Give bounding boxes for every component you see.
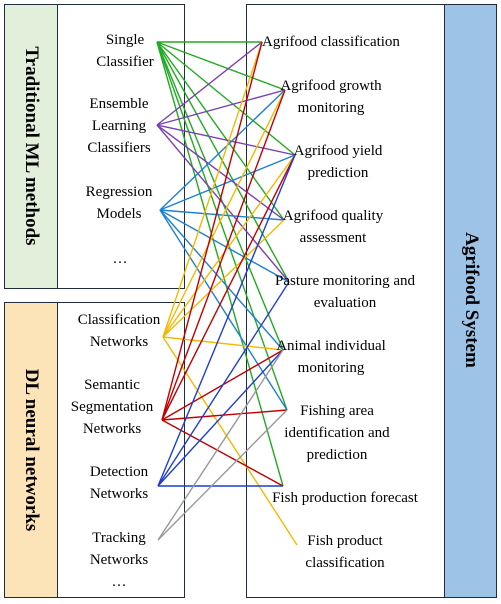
link-m5-a9 (162, 336, 298, 546)
application-a1: Agrifood classification (262, 31, 400, 53)
link-m6-a8 (161, 419, 284, 487)
application-a8: Fish production forecast (272, 487, 418, 509)
method-line: Classifiers (87, 140, 151, 156)
link-m8-a6 (157, 349, 284, 541)
link-m5-a1 (162, 41, 263, 338)
application-line: Agrifood classification (262, 34, 400, 50)
link-m6-a7 (161, 409, 288, 421)
application-a9: Fish product classification (305, 530, 384, 574)
application-line: prediction (306, 447, 368, 463)
method-line: … (111, 574, 127, 590)
link-m2-a2 (156, 89, 286, 126)
application-line: monitoring (297, 100, 365, 116)
link-m5-a2 (162, 89, 286, 338)
method-line: Tracking (92, 530, 146, 546)
method-m3: Regression Models (86, 181, 153, 225)
application-a4: Agrifood quality assessment (283, 205, 383, 249)
application-a7: Fishing area identification and prediction (284, 400, 389, 466)
link-m2-a3 (156, 124, 296, 156)
link-m5-a3 (162, 154, 296, 338)
link-m2-a1 (156, 41, 263, 126)
method-line: Detection (89, 464, 149, 480)
link-m3-a5 (159, 209, 290, 283)
method-m6: Semantic Segmentation Networks (71, 374, 154, 440)
link-m8-a7 (157, 409, 288, 541)
application-line: identification and (284, 425, 390, 441)
link-m1-a3 (156, 41, 296, 156)
method-line: Models (96, 206, 142, 222)
method-m1: Single Classifier (96, 29, 154, 73)
application-line: evaluation (313, 295, 377, 311)
link-m5-a4 (162, 219, 285, 338)
method-line: Networks (89, 334, 149, 350)
link-m3-a7 (159, 209, 288, 411)
method-line: Segmentation (70, 399, 154, 415)
application-line: monitoring (297, 360, 365, 376)
method-line: Single (105, 32, 145, 48)
method-line: … (112, 251, 128, 267)
method-line: Networks (89, 552, 149, 568)
link-m7-a5 (157, 281, 290, 487)
application-line: classification (305, 555, 385, 571)
link-m1-a5 (156, 41, 290, 283)
link-m3-a2 (159, 89, 286, 211)
link-m2-a4 (156, 124, 285, 221)
application-line: Agrifood quality (282, 208, 384, 224)
application-line: Fishing area (300, 403, 374, 419)
method-line: Learning (91, 118, 147, 134)
method-m5: Classification Networks (78, 309, 161, 353)
link-m1-a4 (156, 41, 285, 221)
application-line: Agrifood growth (280, 78, 382, 94)
application-a6: Animal individual monitoring (276, 335, 386, 379)
link-m3-a3 (159, 154, 296, 211)
method-line: Regression (85, 184, 153, 200)
link-m7-a3 (157, 154, 296, 487)
method-m4: … (113, 248, 128, 270)
method-line: Networks (89, 486, 149, 502)
link-m1-a7 (156, 41, 288, 411)
method-line: Ensemble (89, 96, 149, 112)
application-line: Animal individual (276, 338, 386, 354)
application-line: Fish production forecast (272, 490, 418, 506)
ml-group-band (4, 4, 58, 289)
link-m1-a2 (156, 41, 286, 91)
application-line: prediction (307, 165, 369, 181)
method-line: Networks (82, 421, 142, 437)
application-line: Pasture monitoring and (275, 273, 415, 289)
method-line: Classifier (96, 54, 154, 70)
application-a2: Agrifood growth monitoring (280, 75, 381, 119)
method-line: Semantic (84, 377, 140, 393)
dl-group-band (4, 302, 58, 598)
link-m7-a6 (157, 349, 284, 487)
method-line: Classification (77, 312, 161, 328)
link-m2-a5 (156, 124, 290, 283)
application-a5: Pasture monitoring and evaluation (275, 270, 415, 314)
link-m6-a2 (161, 89, 286, 421)
method-m8: Tracking Networks … (90, 527, 148, 593)
dl-methods-box (57, 302, 185, 598)
link-m6-a1 (161, 41, 263, 421)
application-line: assessment (299, 230, 367, 246)
link-m6-a3 (161, 154, 296, 421)
link-m1-a6 (156, 41, 284, 351)
application-a3: Agrifood yield prediction (294, 140, 383, 184)
application-line: Agrifood yield (293, 143, 383, 159)
application-line: Fish product (307, 533, 383, 549)
method-m7: Detection Networks (90, 461, 148, 505)
method-m2: Ensemble Learning Classifiers (87, 93, 150, 159)
